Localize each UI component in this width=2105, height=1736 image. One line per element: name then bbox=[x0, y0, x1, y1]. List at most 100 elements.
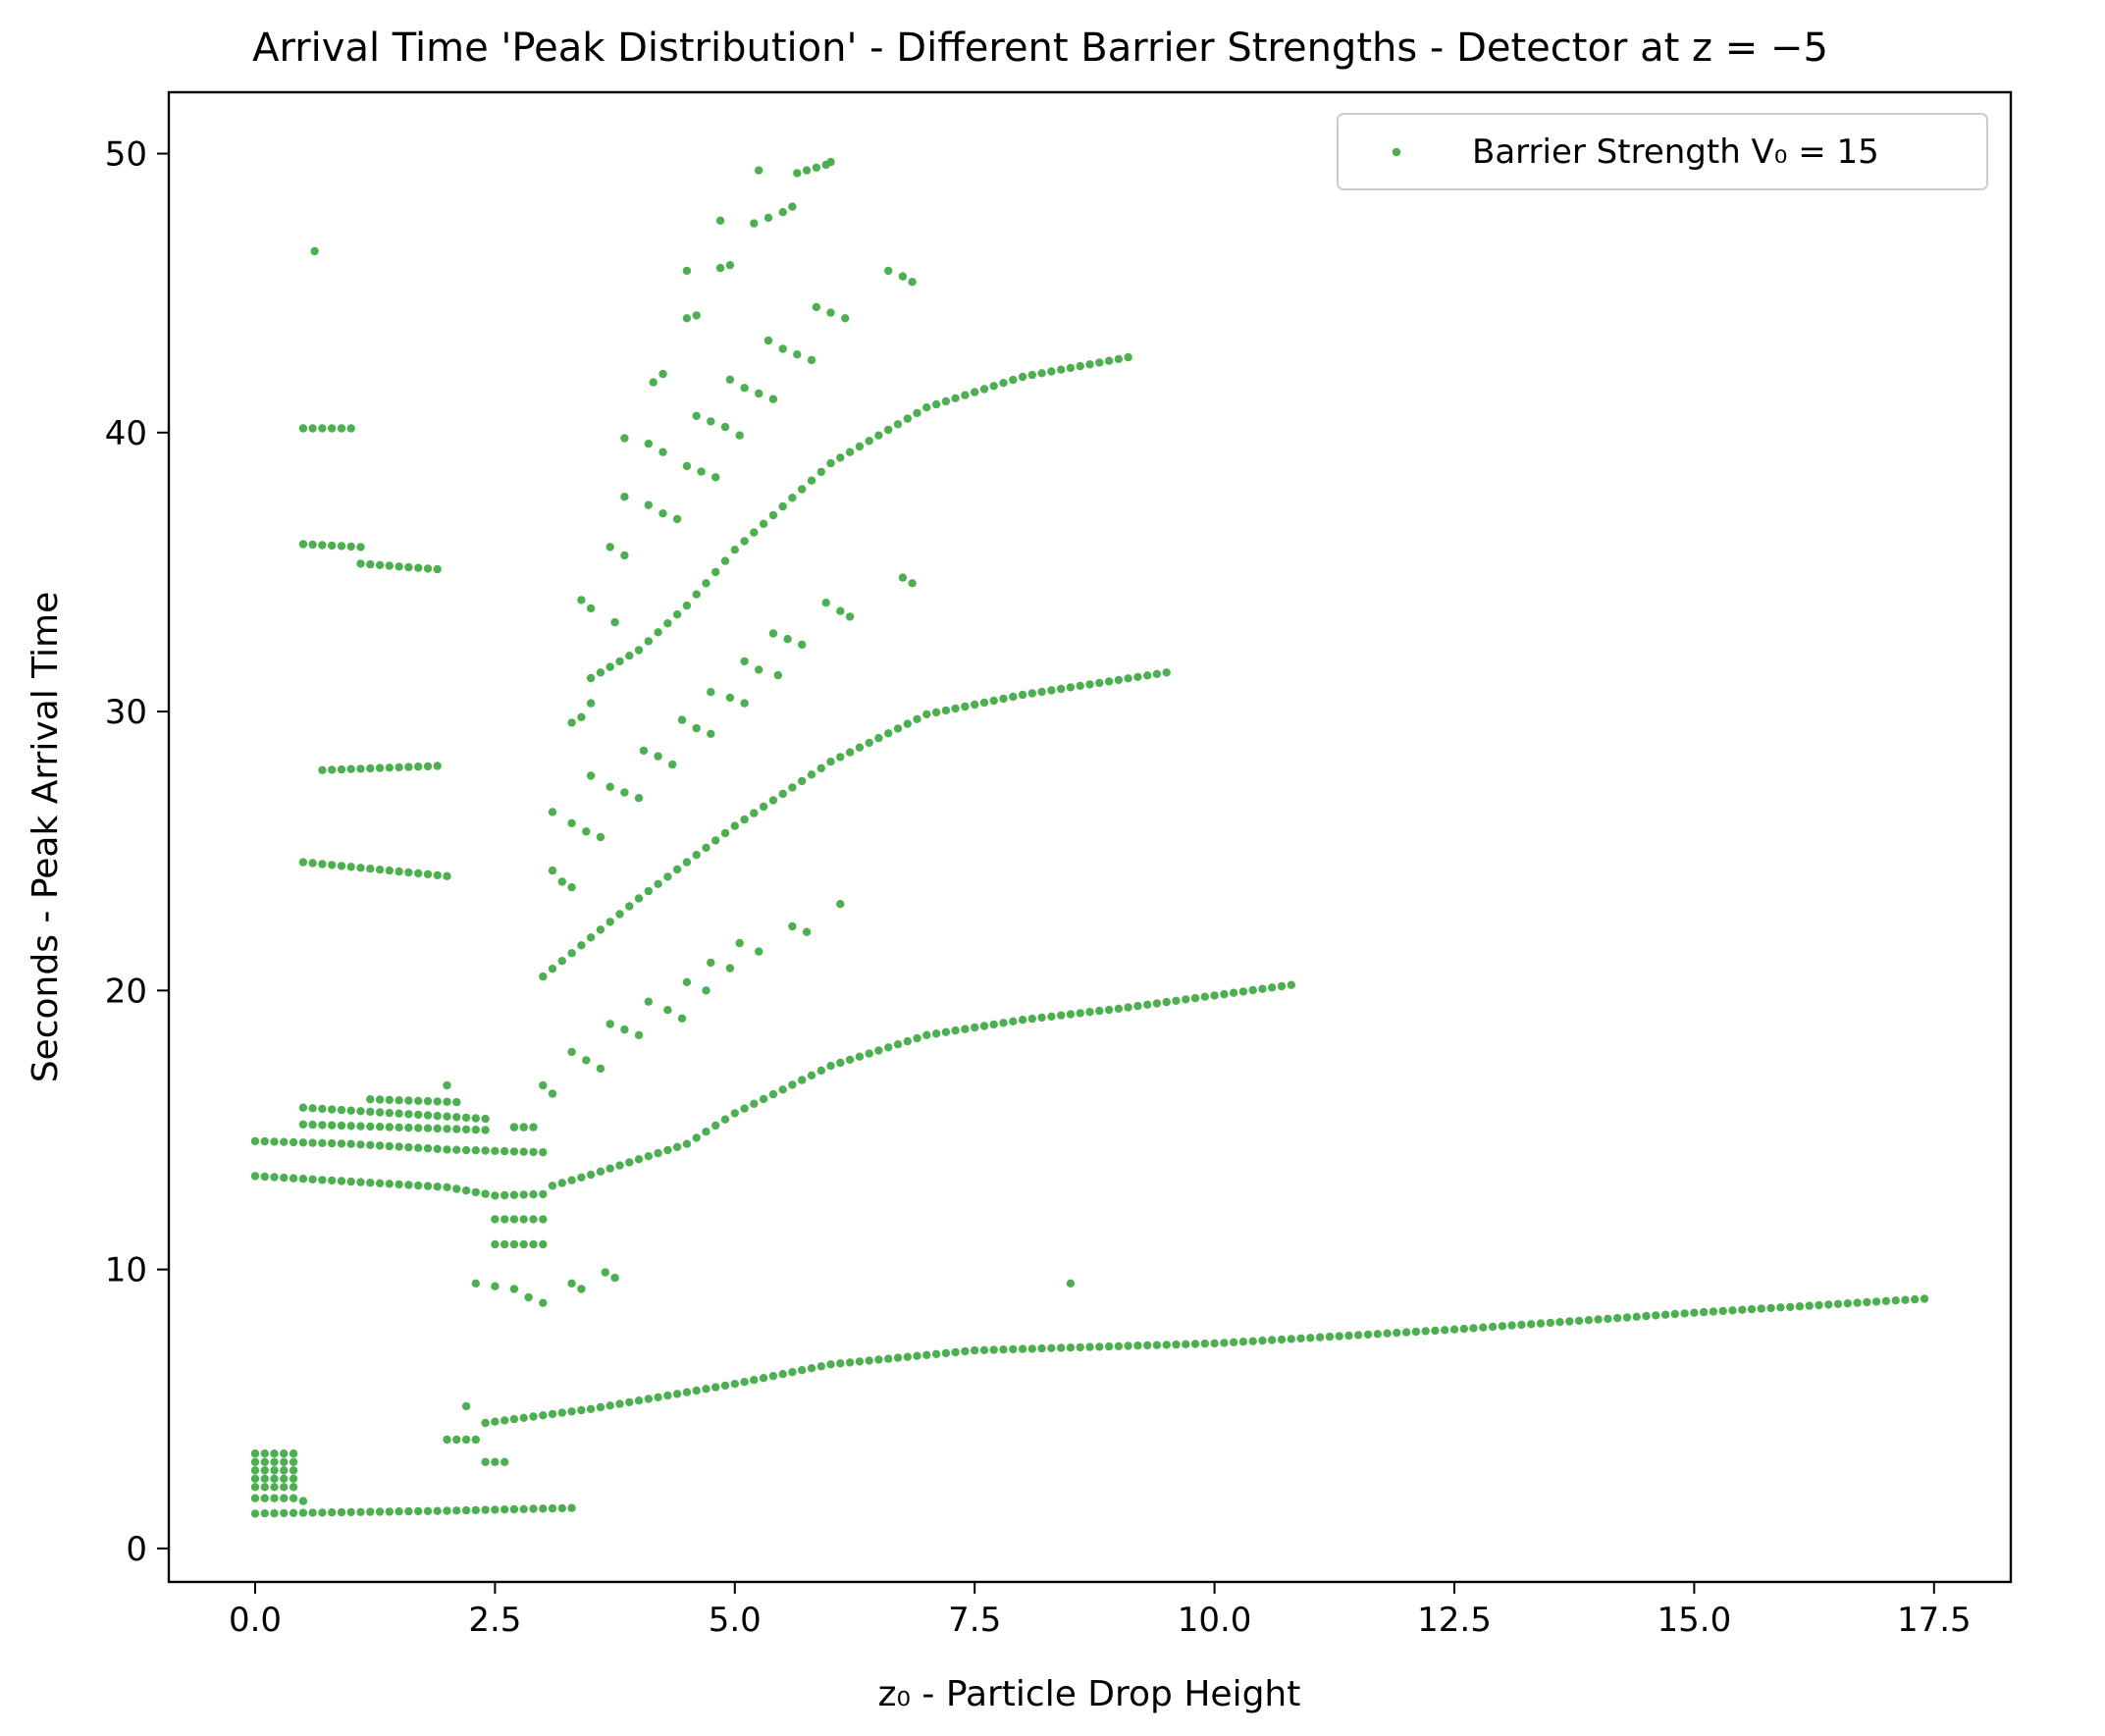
scatter-point bbox=[1104, 677, 1114, 686]
scatter-point bbox=[1085, 1008, 1094, 1017]
scatter-point bbox=[461, 1125, 471, 1134]
scatter-point bbox=[404, 1096, 413, 1105]
scatter-point bbox=[1200, 1340, 1210, 1348]
scatter-point bbox=[346, 1106, 355, 1115]
scatter-point bbox=[529, 1412, 538, 1421]
scatter-point bbox=[913, 1351, 921, 1360]
scatter-point bbox=[596, 1167, 605, 1177]
scatter-point bbox=[884, 425, 893, 435]
scatter-point bbox=[328, 1138, 337, 1148]
scatter-point bbox=[989, 1345, 998, 1354]
scatter-point bbox=[539, 1239, 548, 1249]
scatter-point bbox=[1853, 1298, 1862, 1307]
scatter-point bbox=[711, 567, 720, 577]
scatter-point bbox=[260, 1466, 269, 1475]
scatter-point bbox=[356, 1122, 365, 1131]
scatter-point bbox=[491, 1417, 500, 1426]
scatter-point bbox=[586, 771, 596, 780]
scatter-point bbox=[308, 859, 317, 868]
scatter-point bbox=[707, 958, 715, 968]
scatter-point bbox=[1479, 1323, 1488, 1332]
y-tick-label: 50 bbox=[105, 135, 147, 175]
scatter-point bbox=[461, 1113, 471, 1123]
scatter-point bbox=[423, 564, 433, 573]
scatter-point bbox=[577, 941, 586, 950]
scatter-point bbox=[759, 1374, 768, 1383]
scatter-point bbox=[1815, 1300, 1823, 1310]
scatter-point bbox=[1037, 687, 1046, 697]
scatter-point bbox=[961, 1025, 970, 1033]
scatter-point bbox=[1095, 1342, 1104, 1351]
scatter-point bbox=[471, 1279, 480, 1289]
scatter-point bbox=[750, 1376, 759, 1385]
scatter-point bbox=[308, 1104, 317, 1113]
scatter-point bbox=[941, 706, 951, 715]
scatter-point bbox=[509, 1147, 519, 1156]
scatter-point bbox=[1027, 689, 1037, 698]
scatter-point bbox=[414, 1181, 423, 1190]
scatter-point bbox=[1124, 1341, 1132, 1350]
scatter-point bbox=[1172, 996, 1181, 1005]
scatter-point bbox=[346, 542, 355, 552]
scatter-point bbox=[500, 1505, 509, 1514]
scatter-point bbox=[280, 1466, 289, 1475]
scatter-point bbox=[375, 1123, 385, 1131]
scatter-point bbox=[1891, 1296, 1900, 1305]
scatter-point bbox=[461, 1401, 471, 1411]
scatter-point bbox=[1018, 1344, 1027, 1353]
scatter-point bbox=[1373, 1330, 1383, 1339]
scatter-point bbox=[654, 879, 662, 888]
scatter-point bbox=[692, 411, 701, 420]
plot-area-frame bbox=[167, 90, 2013, 1584]
scatter-point bbox=[567, 949, 576, 958]
scatter-point bbox=[1411, 1327, 1421, 1337]
legend-label: Barrier Strength V₀ = 15 bbox=[1472, 132, 1879, 172]
scatter-point bbox=[260, 1136, 269, 1146]
scatter-point bbox=[1162, 668, 1171, 677]
scatter-point bbox=[845, 1055, 855, 1065]
scatter-point bbox=[519, 1215, 528, 1224]
scatter-point bbox=[1315, 1333, 1325, 1341]
scatter-point bbox=[692, 1386, 701, 1395]
scatter-point bbox=[519, 1123, 528, 1131]
scatter-point bbox=[1268, 1336, 1277, 1344]
y-axis-label: Seconds - Peak Arrival Time bbox=[26, 592, 66, 1083]
scatter-point bbox=[337, 424, 346, 433]
scatter-point bbox=[1421, 1327, 1430, 1336]
scatter-point bbox=[423, 1144, 433, 1153]
scatter-point bbox=[1037, 1013, 1046, 1023]
scatter-point bbox=[280, 1137, 289, 1146]
scatter-point bbox=[395, 867, 403, 876]
scatter-point bbox=[1143, 671, 1152, 680]
scatter-point bbox=[971, 700, 979, 710]
scatter-point bbox=[337, 1105, 346, 1115]
scatter-point bbox=[423, 1111, 433, 1120]
scatter-point bbox=[596, 1064, 605, 1074]
scatter-point bbox=[1133, 672, 1142, 681]
scatter-point bbox=[682, 266, 692, 276]
scatter-point bbox=[682, 461, 692, 471]
scatter-point bbox=[1143, 1341, 1152, 1350]
x-tick-label: 0.0 bbox=[229, 1601, 282, 1640]
scatter-point bbox=[452, 1125, 461, 1133]
scatter-point bbox=[702, 1385, 710, 1394]
scatter-point bbox=[1738, 1305, 1747, 1314]
scatter-point bbox=[663, 1391, 672, 1400]
scatter-point bbox=[586, 933, 596, 942]
scatter-point bbox=[816, 1362, 825, 1371]
scatter-point bbox=[414, 1506, 423, 1516]
scatter-point bbox=[922, 1350, 931, 1360]
scatter-point bbox=[433, 1097, 442, 1106]
scatter-point bbox=[750, 219, 759, 228]
scatter-point bbox=[577, 1285, 586, 1293]
scatter-point bbox=[1795, 1302, 1805, 1311]
scatter-point bbox=[395, 1096, 403, 1105]
scatter-point bbox=[1027, 370, 1037, 380]
scatter-point bbox=[644, 637, 653, 646]
scatter-point bbox=[298, 1120, 308, 1130]
scatter-point bbox=[720, 1381, 730, 1391]
scatter-point bbox=[620, 1025, 629, 1034]
scatter-point bbox=[788, 921, 797, 931]
scatter-point bbox=[280, 1173, 289, 1183]
